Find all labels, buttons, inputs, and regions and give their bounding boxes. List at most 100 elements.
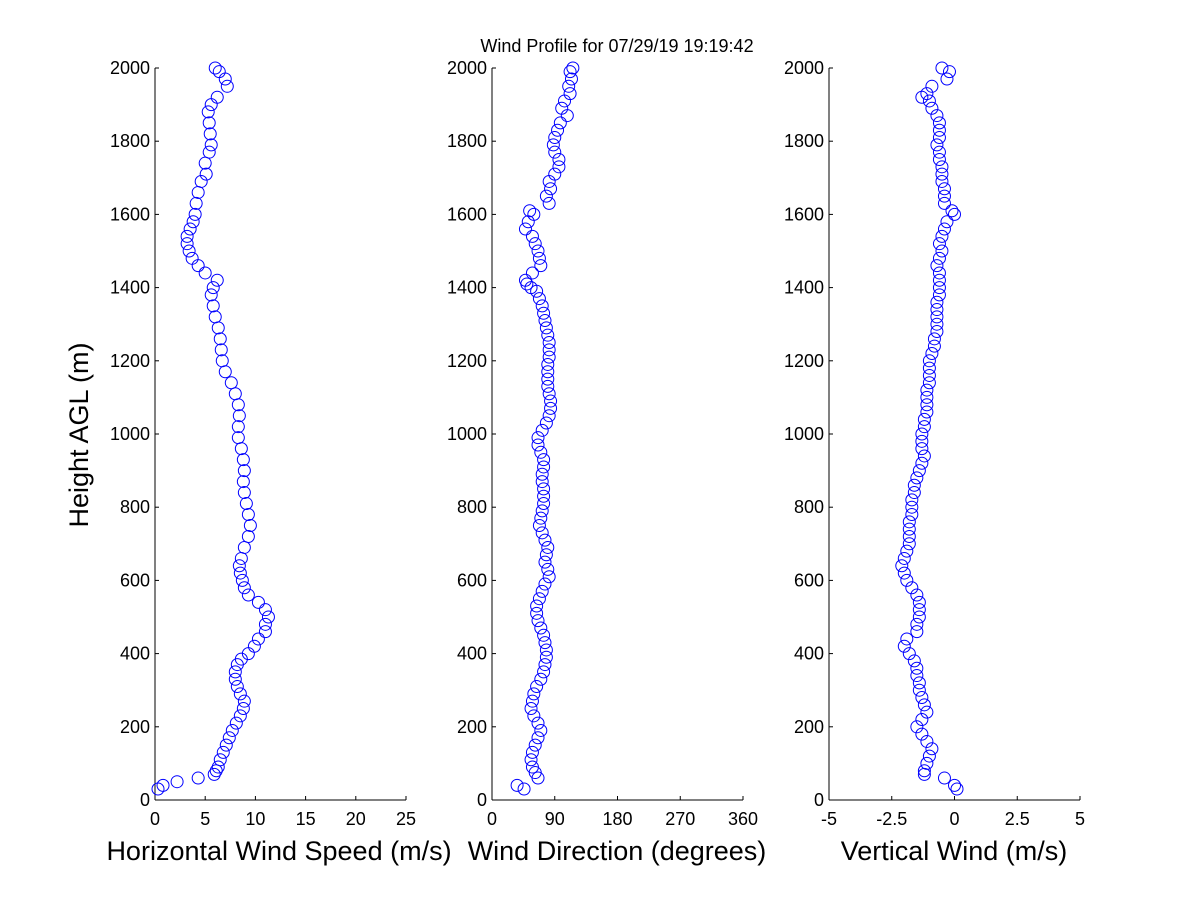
data-point (541, 357, 555, 371)
data-point (212, 65, 226, 79)
data-point (937, 222, 951, 236)
horizontal-wind-speed-panel: Horizontal Wind Speed (m/s) Height AGL (… (64, 58, 452, 866)
data-point (948, 207, 961, 221)
data-point (535, 475, 549, 489)
data-point (920, 756, 934, 770)
data-point (527, 687, 541, 701)
data-point (932, 145, 946, 159)
data-point (537, 489, 551, 503)
y-tick-label: 1800 (784, 131, 824, 151)
data-point (920, 705, 934, 719)
data-point (233, 687, 247, 701)
data-point (531, 431, 545, 445)
data-point (920, 390, 934, 404)
data-point (208, 61, 222, 75)
data-point (538, 658, 552, 672)
data-point (541, 365, 555, 379)
x-tick-label: 15 (296, 809, 316, 829)
y-tick-label: 600 (120, 570, 150, 590)
data-point (541, 372, 555, 386)
data-point (551, 123, 565, 137)
data-point (207, 767, 221, 781)
data-point (935, 244, 949, 258)
data-point (932, 123, 946, 137)
data-point (905, 493, 919, 507)
y-tick-label: 400 (794, 644, 824, 664)
data-point (539, 650, 553, 664)
y-tick-label: 1800 (447, 131, 487, 151)
data-point (937, 771, 951, 785)
data-point (566, 61, 580, 75)
data-point (531, 731, 545, 745)
y-tick-label: 1200 (784, 351, 824, 371)
data-point (233, 566, 247, 580)
data-point (202, 145, 216, 159)
y-tick-label: 2000 (110, 58, 150, 78)
data-point (237, 694, 251, 708)
data-point (900, 544, 914, 558)
data-point (194, 174, 208, 188)
data-point (206, 299, 220, 313)
data-point (942, 65, 956, 79)
data-point (927, 339, 941, 353)
data-point (531, 244, 545, 258)
data-point (228, 672, 242, 686)
y-tick-label: 1400 (110, 278, 150, 298)
data-point (932, 131, 946, 145)
data-point (922, 368, 936, 382)
data-point (527, 709, 541, 723)
data-point (948, 778, 961, 792)
data-point (525, 745, 539, 759)
data-point (902, 647, 916, 661)
y-tick-label: 1600 (784, 204, 824, 224)
data-point (895, 559, 909, 573)
data-point (213, 332, 227, 346)
data-point (203, 127, 217, 141)
data-point (552, 153, 566, 166)
x-tick-label: 180 (602, 809, 632, 829)
data-point (535, 526, 549, 540)
data-point (902, 529, 916, 543)
data-point (535, 299, 549, 313)
data-point (912, 595, 926, 609)
x-tick-label: -2.5 (876, 809, 907, 829)
data-point (528, 237, 542, 251)
data-point (915, 712, 929, 726)
data-point (204, 138, 218, 152)
data-point (231, 431, 245, 445)
data-point (185, 251, 199, 265)
y-tick-label: 1600 (447, 204, 487, 224)
data-point (531, 614, 545, 628)
data-point (920, 405, 934, 419)
data-point (236, 702, 250, 715)
data-point (206, 281, 220, 295)
x-tick-label: -5 (821, 809, 837, 829)
data-point (940, 72, 954, 86)
y-tick-label: 200 (457, 717, 487, 737)
data-point (225, 723, 239, 737)
y-tick-label: 200 (120, 717, 150, 737)
data-point (261, 610, 275, 624)
data-point (932, 116, 946, 130)
data-point (922, 361, 936, 375)
y-tick-label: 800 (794, 497, 824, 517)
data-point (198, 266, 212, 280)
data-point (563, 65, 577, 79)
data-point (539, 643, 553, 657)
data-point (907, 486, 921, 500)
data-point (935, 174, 949, 188)
data-point (552, 160, 566, 174)
data-point (535, 423, 549, 437)
y-tick-label: 2000 (447, 58, 487, 78)
data-point (224, 376, 238, 390)
y-tick-label: 200 (794, 717, 824, 737)
data-point (532, 251, 546, 265)
data-point (912, 603, 926, 617)
y-tick-label: 600 (794, 570, 824, 590)
data-point (910, 617, 924, 631)
data-point (548, 167, 562, 181)
x-tick-label: 2.5 (1005, 809, 1030, 829)
data-point (902, 515, 916, 529)
data-point (243, 519, 257, 532)
data-point (538, 314, 552, 328)
